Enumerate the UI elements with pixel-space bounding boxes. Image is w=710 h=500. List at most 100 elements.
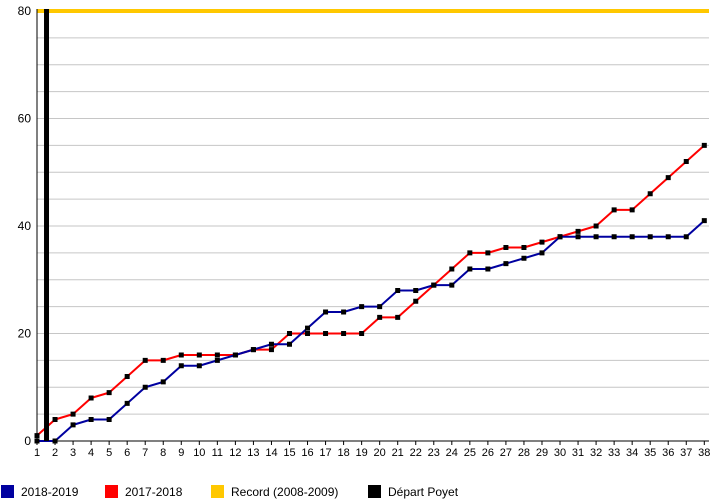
data-point-marker-2018-2019 bbox=[683, 234, 689, 240]
x-axis-tick-label: 18 bbox=[337, 447, 349, 459]
data-point-marker-2017-2018 bbox=[683, 159, 689, 164]
x-axis-tick-label: 38 bbox=[698, 447, 710, 459]
data-point-marker-2018-2019 bbox=[485, 266, 491, 272]
x-axis-tick-label: 4 bbox=[88, 447, 94, 459]
x-axis-tick-label: 36 bbox=[662, 447, 674, 459]
x-axis-tick-label: 13 bbox=[247, 447, 259, 459]
x-axis-tick-label: 12 bbox=[229, 447, 241, 459]
legend-label-record: Record (2008-2009) bbox=[231, 485, 339, 499]
data-point-marker-2018-2019 bbox=[178, 363, 184, 369]
series-line-2018-2019 bbox=[37, 219, 705, 442]
x-axis-tick-label: 33 bbox=[608, 447, 620, 459]
data-point-marker-2018-2019 bbox=[88, 417, 94, 422]
data-point-marker-2018-2019 bbox=[34, 438, 40, 444]
x-axis-tick-label: 37 bbox=[680, 447, 692, 459]
data-point-marker-2017-2018 bbox=[34, 433, 40, 439]
data-point-marker-2017-2018 bbox=[395, 314, 401, 320]
data-point-marker-2017-2018 bbox=[665, 175, 671, 181]
data-point-marker-2017-2018 bbox=[485, 250, 491, 256]
legend-swatch-2017-2018 bbox=[105, 485, 118, 498]
data-point-marker-2017-2018 bbox=[106, 390, 112, 396]
data-point-marker-2018-2019 bbox=[214, 357, 220, 363]
x-axis-tick-label: 11 bbox=[212, 447, 223, 459]
x-axis-tick-label: 24 bbox=[446, 447, 458, 459]
data-point-marker-2017-2018 bbox=[124, 374, 130, 379]
legend-swatch-2018-2019 bbox=[1, 485, 14, 498]
data-point-marker-2017-2018 bbox=[467, 250, 473, 256]
data-point-marker-2017-2018 bbox=[178, 352, 184, 358]
data-point-marker-2018-2019 bbox=[106, 417, 112, 422]
data-point-marker-2018-2019 bbox=[647, 234, 653, 240]
x-axis-tick-label: 14 bbox=[265, 447, 277, 459]
data-point-marker-2017-2018 bbox=[341, 331, 347, 336]
data-point-marker-2017-2018 bbox=[88, 395, 94, 401]
data-point-marker-2018-2019 bbox=[160, 379, 166, 385]
data-point-marker-2018-2019 bbox=[323, 309, 329, 315]
data-point-marker-2018-2019 bbox=[341, 309, 347, 315]
x-axis-tick-label: 20 bbox=[374, 447, 386, 459]
x-axis-tick-label: 6 bbox=[124, 447, 130, 459]
data-point-marker-2017-2018 bbox=[431, 282, 437, 288]
x-axis-tick-label: 16 bbox=[301, 447, 313, 459]
x-axis-tick-label: 27 bbox=[500, 447, 512, 459]
data-point-marker-2017-2018 bbox=[413, 298, 419, 304]
data-point-marker-2017-2018 bbox=[214, 352, 220, 358]
data-point-marker-2017-2018 bbox=[250, 347, 256, 353]
data-point-marker-2018-2019 bbox=[701, 218, 707, 224]
data-point-marker-2017-2018 bbox=[557, 234, 563, 240]
data-point-marker-2017-2018 bbox=[142, 357, 148, 363]
legend-label-2018-2019: 2018-2019 bbox=[21, 485, 79, 499]
data-point-marker-2018-2019 bbox=[196, 363, 202, 369]
x-axis-tick-label: 1 bbox=[34, 447, 40, 459]
x-axis-tick-label: 9 bbox=[178, 447, 184, 459]
data-point-marker-2017-2018 bbox=[52, 417, 58, 422]
data-point-marker-2017-2018 bbox=[611, 207, 617, 213]
x-axis-tick-label: 19 bbox=[356, 447, 368, 459]
data-point-marker-2017-2018 bbox=[268, 347, 274, 353]
x-axis-tick-label: 26 bbox=[482, 447, 494, 459]
legend-label-2017-2018: 2017-2018 bbox=[125, 485, 183, 499]
data-point-marker-2017-2018 bbox=[160, 357, 166, 363]
data-point-marker-2018-2019 bbox=[305, 325, 311, 331]
data-point-marker-2017-2018 bbox=[575, 228, 581, 234]
data-point-marker-2017-2018 bbox=[305, 331, 311, 336]
data-point-marker-2017-2018 bbox=[503, 245, 509, 250]
x-axis-tick-label: 32 bbox=[590, 447, 602, 459]
x-axis-tick-label: 17 bbox=[319, 447, 331, 459]
data-point-marker-2017-2018 bbox=[449, 266, 455, 272]
data-point-marker-2017-2018 bbox=[232, 352, 238, 358]
x-axis-tick-label: 21 bbox=[392, 447, 404, 459]
data-point-marker-2017-2018 bbox=[701, 142, 707, 148]
data-point-marker-2018-2019 bbox=[142, 384, 148, 390]
data-point-marker-2018-2019 bbox=[359, 304, 365, 310]
data-point-marker-2017-2018 bbox=[377, 314, 383, 320]
x-axis-tick-label: 28 bbox=[518, 447, 530, 459]
data-point-marker-2017-2018 bbox=[629, 207, 635, 213]
data-point-marker-2018-2019 bbox=[395, 288, 401, 293]
y-axis-tick-label: 20 bbox=[18, 327, 32, 341]
x-axis-tick-label: 7 bbox=[142, 447, 148, 459]
data-point-marker-2018-2019 bbox=[611, 234, 617, 240]
data-point-marker-2018-2019 bbox=[268, 341, 274, 347]
data-point-marker-2018-2019 bbox=[70, 422, 76, 428]
data-point-marker-2017-2018 bbox=[70, 411, 76, 417]
x-axis-tick-label: 15 bbox=[283, 447, 295, 459]
legend-swatch-record bbox=[211, 485, 224, 498]
data-point-marker-2018-2019 bbox=[629, 234, 635, 240]
x-axis-tick-label: 29 bbox=[536, 447, 548, 459]
x-axis-tick-label: 22 bbox=[410, 447, 422, 459]
data-point-marker-2017-2018 bbox=[539, 239, 545, 245]
data-point-marker-2017-2018 bbox=[286, 331, 292, 336]
data-point-marker-2017-2018 bbox=[359, 331, 365, 336]
data-point-marker-2017-2018 bbox=[593, 223, 599, 229]
data-point-marker-2018-2019 bbox=[521, 255, 527, 261]
x-axis-tick-label: 31 bbox=[572, 447, 584, 459]
y-axis-tick-label: 0 bbox=[24, 434, 31, 448]
chart-legend: 2018-2019 2017-2018 Record (2008-2009) D… bbox=[0, 484, 710, 500]
data-point-marker-2017-2018 bbox=[323, 331, 329, 336]
data-point-marker-2018-2019 bbox=[124, 400, 130, 406]
series-line-2017-2018 bbox=[36, 144, 705, 437]
x-axis-tick-label: 5 bbox=[106, 447, 112, 459]
